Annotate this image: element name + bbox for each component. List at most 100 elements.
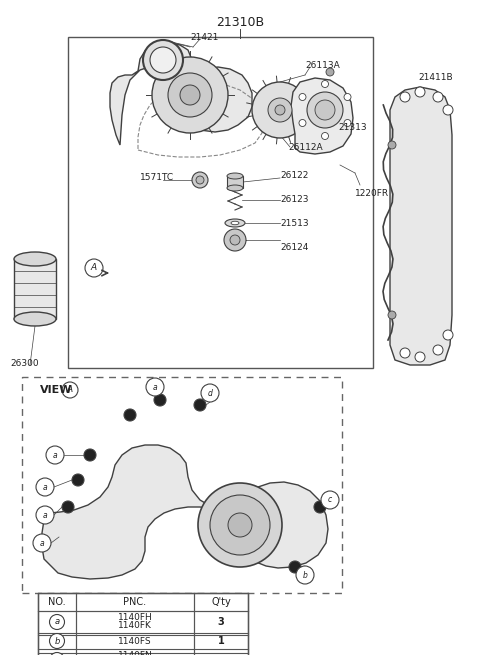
Circle shape (62, 501, 74, 513)
Text: A: A (67, 386, 73, 394)
Circle shape (321, 491, 339, 509)
Text: 1140FK: 1140FK (118, 622, 152, 631)
Circle shape (85, 259, 103, 277)
Text: c: c (328, 495, 332, 504)
Circle shape (49, 614, 64, 629)
Polygon shape (390, 87, 452, 365)
Text: Q'ty: Q'ty (211, 597, 231, 607)
Text: 21411B: 21411B (418, 73, 453, 83)
Text: a: a (54, 618, 60, 626)
Circle shape (224, 229, 246, 251)
Text: 26124: 26124 (280, 244, 308, 252)
Ellipse shape (227, 185, 243, 191)
Bar (14, 259, 56, 319)
Text: 26112A: 26112A (288, 143, 323, 151)
Text: A: A (91, 263, 97, 272)
Circle shape (322, 81, 328, 88)
Circle shape (344, 94, 351, 100)
Ellipse shape (225, 219, 245, 227)
Text: d: d (207, 388, 213, 398)
Ellipse shape (231, 221, 239, 225)
Ellipse shape (227, 173, 243, 179)
Text: b: b (302, 571, 307, 580)
Bar (68, 37, 373, 368)
Circle shape (443, 105, 453, 115)
Circle shape (322, 132, 328, 140)
Circle shape (72, 474, 84, 486)
Circle shape (210, 495, 270, 555)
Circle shape (252, 82, 308, 138)
Circle shape (84, 449, 96, 461)
Text: 26300: 26300 (10, 358, 38, 367)
Circle shape (49, 652, 64, 655)
Text: 21513: 21513 (280, 219, 309, 227)
Circle shape (433, 92, 443, 102)
Text: 21421: 21421 (190, 33, 218, 41)
Circle shape (228, 513, 252, 537)
Circle shape (415, 87, 425, 97)
Circle shape (124, 409, 136, 421)
Circle shape (275, 105, 285, 115)
Circle shape (168, 73, 212, 117)
Circle shape (180, 85, 200, 105)
Text: 26123: 26123 (280, 195, 309, 204)
Text: 26122: 26122 (280, 170, 308, 179)
Text: a: a (53, 451, 57, 460)
Text: b: b (54, 637, 60, 645)
Ellipse shape (14, 312, 56, 326)
Circle shape (62, 382, 78, 398)
Circle shape (415, 352, 425, 362)
Ellipse shape (14, 252, 56, 266)
Circle shape (194, 399, 206, 411)
Text: 1140FH: 1140FH (118, 614, 152, 622)
Circle shape (400, 348, 410, 358)
Circle shape (326, 68, 334, 76)
Circle shape (201, 384, 219, 402)
Circle shape (49, 633, 64, 648)
Circle shape (152, 57, 228, 133)
Text: 1140FS: 1140FS (118, 637, 152, 645)
Text: 3: 3 (217, 617, 224, 627)
Circle shape (400, 92, 410, 102)
Circle shape (154, 394, 166, 406)
Circle shape (307, 92, 343, 128)
Text: 1571TC: 1571TC (140, 174, 174, 183)
Circle shape (146, 378, 164, 396)
Circle shape (192, 172, 208, 188)
Circle shape (299, 119, 306, 126)
Circle shape (315, 100, 335, 120)
Circle shape (150, 47, 176, 73)
Text: a: a (153, 383, 157, 392)
Text: PNC.: PNC. (123, 597, 146, 607)
Text: 21310B: 21310B (216, 16, 264, 29)
Text: a: a (43, 483, 48, 491)
Circle shape (344, 119, 351, 126)
Text: VIEW: VIEW (40, 385, 72, 395)
Circle shape (198, 483, 282, 567)
Circle shape (314, 501, 326, 513)
Text: 1: 1 (217, 636, 224, 646)
Circle shape (296, 566, 314, 584)
Text: a: a (43, 510, 48, 519)
Text: NO.: NO. (48, 597, 66, 607)
Text: a: a (40, 538, 44, 548)
Circle shape (299, 94, 306, 100)
Circle shape (196, 176, 204, 184)
Text: 26113A: 26113A (305, 60, 340, 69)
Circle shape (46, 446, 64, 464)
Circle shape (268, 98, 292, 122)
Circle shape (230, 235, 240, 245)
Bar (38, 593, 248, 655)
Text: 21313: 21313 (338, 124, 367, 132)
Polygon shape (291, 78, 353, 154)
Circle shape (433, 345, 443, 355)
Text: 1220FR: 1220FR (355, 189, 389, 198)
Circle shape (36, 506, 54, 524)
Polygon shape (42, 445, 328, 579)
Bar (227, 176, 243, 188)
Circle shape (443, 330, 453, 340)
Circle shape (143, 40, 183, 80)
Circle shape (388, 311, 396, 319)
Bar (22, 377, 342, 593)
Text: 1140FN: 1140FN (118, 652, 152, 655)
